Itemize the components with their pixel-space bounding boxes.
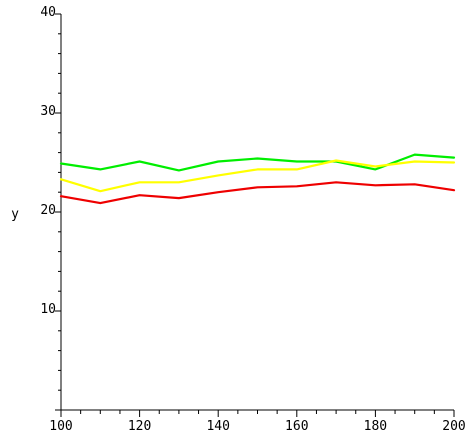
x-tick-label: 100 [49, 419, 72, 434]
x-tick-label: 160 [285, 419, 308, 434]
x-tick-label: 140 [206, 419, 229, 434]
y-tick-label: 10 [40, 302, 56, 317]
series-group [59, 153, 456, 205]
tick-labels: 100 120 140 160 180 200 10 20 30 40 y [11, 5, 466, 434]
axes [55, 13, 455, 417]
y-tick-label: 20 [40, 203, 56, 218]
y-tick-label: 30 [40, 104, 56, 119]
series-line-1 [59, 153, 456, 172]
series-line-2 [59, 159, 456, 193]
x-tick-label: 200 [442, 419, 465, 434]
x-tick-label: 180 [364, 419, 387, 434]
series-line-3 [59, 181, 456, 205]
y-tick-label: 40 [40, 5, 56, 20]
y-axis-label: y [11, 207, 19, 222]
x-tick-label: 120 [128, 419, 151, 434]
